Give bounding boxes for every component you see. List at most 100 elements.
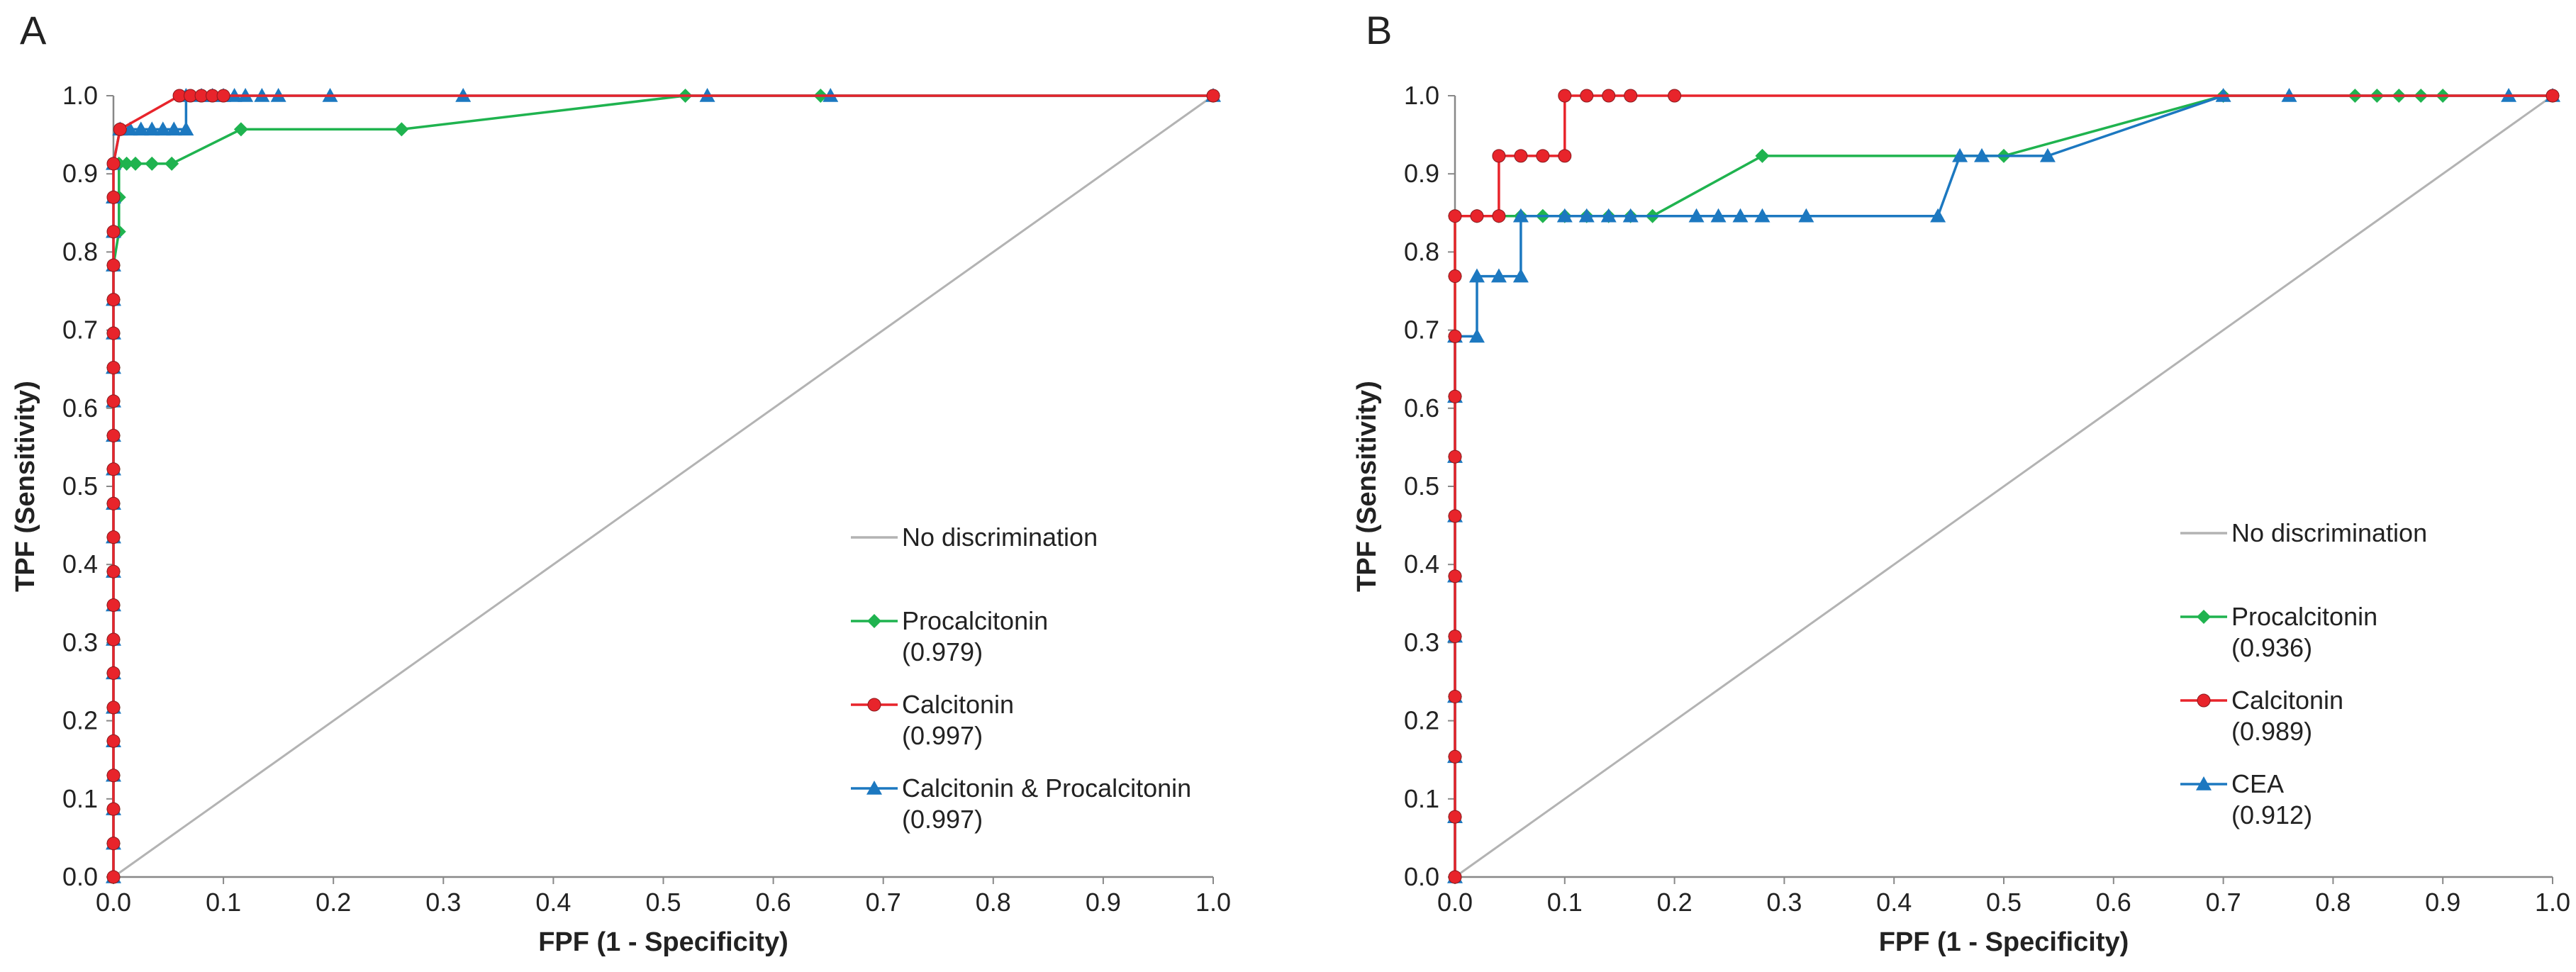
data-point — [106, 769, 121, 783]
data-point — [1732, 208, 1749, 223]
y-tick-label: 0.4 — [1404, 549, 1439, 579]
y-tick-label: 0.5 — [62, 471, 98, 501]
data-point — [1798, 208, 1814, 223]
data-point — [106, 394, 121, 408]
panel-label: B — [1366, 8, 1392, 52]
x-tick-label: 0.6 — [2096, 888, 2131, 917]
y-tick-label: 0.6 — [62, 393, 98, 423]
x-tick-label: 0.5 — [645, 888, 681, 917]
x-tick-label: 0.8 — [2315, 888, 2351, 917]
data-point — [394, 122, 409, 137]
x-tick-label: 0.3 — [1766, 888, 1802, 917]
y-tick-label: 0.5 — [1404, 471, 1439, 501]
data-point — [1578, 208, 1595, 223]
data-point — [1558, 149, 1572, 163]
data-point — [1448, 689, 1462, 703]
legend-label: Calcitonin & Procalcitonin — [902, 773, 1191, 803]
data-point — [1492, 209, 1506, 223]
roc-chart-panel-a: A 0.0 0.1 0.2 0.3 0.4 0.5 0.6 0.7 0.8 0.9 1.0 0.0 0.1… — [11, 8, 1231, 957]
data-point — [144, 121, 160, 136]
legend-auc: (0.997) — [902, 721, 983, 750]
x-tick-label: 1.0 — [1195, 888, 1231, 917]
data-point — [216, 89, 230, 103]
legend-label: No discrimination — [2231, 518, 2427, 547]
legend-auc: (0.912) — [2231, 800, 2312, 829]
data-point — [155, 121, 171, 136]
data-point — [1952, 147, 1968, 162]
data-point — [1558, 89, 1572, 103]
data-point — [1514, 149, 1528, 163]
data-point — [1206, 89, 1220, 103]
data-point — [1490, 268, 1507, 283]
data-point — [106, 496, 121, 510]
data-point — [1448, 209, 1462, 223]
y-tick-label: 0.3 — [62, 627, 98, 657]
roc-chart-panel-b: B 0.0 0.1 0.2 0.3 0.4 0.5 0.6 0.7 0.8 0.9 1.0 0.0 0.1… — [1347, 0, 2576, 972]
data-point — [106, 802, 121, 816]
series-calcitonin — [1448, 89, 2560, 884]
y-tick-label: 1.0 — [62, 81, 98, 110]
y-tick-label: 0.1 — [1404, 784, 1439, 813]
data-point — [133, 121, 149, 136]
x-tick-label: 0.5 — [1986, 888, 2022, 917]
data-point — [106, 326, 121, 340]
roc-chart-a-svg: A 0.0 0.1 0.2 0.3 0.4 0.5 0.6 0.7 0.8 0.9 1.0 0.0 0.1… — [11, 8, 1231, 957]
roc-chart-b-svg: B 0.0 0.1 0.2 0.3 0.4 0.5 0.6 0.7 0.8 0.9 1.0 0.0 0.1… — [1352, 8, 2570, 957]
x-tick-label: 0.2 — [316, 888, 351, 917]
data-point — [145, 156, 160, 171]
x-tick-label: 0.7 — [2206, 888, 2241, 917]
data-point — [106, 598, 121, 613]
data-point — [106, 870, 121, 884]
data-point — [1448, 329, 1462, 343]
data-point — [2039, 147, 2056, 162]
data-point — [1448, 870, 1462, 884]
y-tick-label: 0.8 — [62, 237, 98, 266]
x-tick-label: 0.6 — [756, 888, 791, 917]
data-point — [1668, 89, 1682, 103]
data-point — [106, 700, 121, 715]
legend-auc: (0.936) — [2231, 633, 2312, 662]
data-point — [166, 121, 182, 136]
legend-auc: (0.979) — [902, 637, 983, 666]
x-tick-label: 0.3 — [425, 888, 461, 917]
data-point — [1448, 389, 1462, 403]
x-tick-label: 0.1 — [206, 888, 241, 917]
data-point — [106, 530, 121, 544]
y-tick-label: 0.0 — [1404, 862, 1439, 891]
data-point — [106, 225, 121, 239]
x-tick-label: 0.2 — [1657, 888, 1693, 917]
x-axis-title: FPF (1 - Specificity) — [538, 927, 788, 957]
x-tick-label: 0.8 — [976, 888, 1011, 917]
data-point — [1448, 269, 1462, 284]
x-tick-label: 0.4 — [1876, 888, 1912, 917]
data-point — [1448, 749, 1462, 764]
data-point — [106, 428, 121, 442]
data-point — [1468, 268, 1485, 283]
y-tick-label: 0.8 — [1404, 237, 1439, 266]
data-point — [106, 632, 121, 647]
data-point — [1492, 149, 1506, 163]
data-point — [106, 360, 121, 374]
data-point — [1710, 208, 1727, 223]
data-point — [1470, 209, 1484, 223]
x-tick-label: 0.7 — [866, 888, 901, 917]
legend-marker — [867, 614, 881, 628]
data-point — [1448, 810, 1462, 824]
legend-marker — [867, 698, 881, 712]
x-tick-label: 0.4 — [535, 888, 571, 917]
series-calcitonin — [106, 89, 1220, 884]
data-point — [1624, 89, 1638, 103]
data-point — [106, 666, 121, 680]
y-tick-label: 0.2 — [1404, 706, 1439, 735]
x-tick-label: 0.0 — [96, 888, 131, 917]
data-point — [106, 734, 121, 748]
legend-marker — [2196, 776, 2212, 791]
y-tick-label: 1.0 — [1404, 81, 1439, 110]
legend-marker — [2197, 693, 2211, 708]
legend-label: CEA — [2231, 769, 2284, 798]
data-point — [128, 156, 143, 171]
y-tick-label: 0.0 — [62, 862, 98, 891]
data-point — [106, 564, 121, 579]
data-point — [1512, 268, 1529, 283]
data-point — [1512, 208, 1529, 223]
